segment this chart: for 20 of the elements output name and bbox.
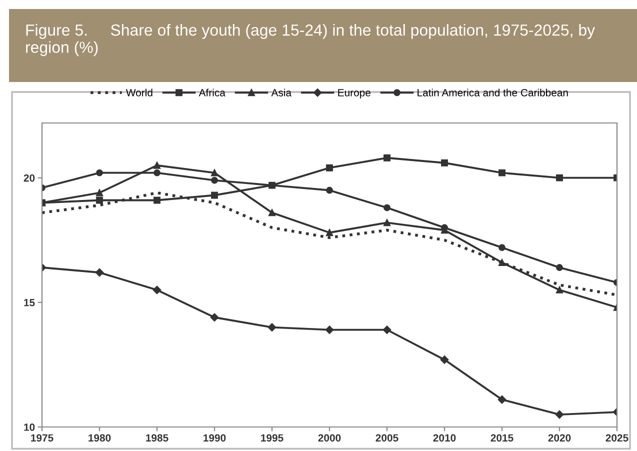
x-tick-label: 2015: [490, 434, 514, 442]
x-tick-label: 1980: [88, 434, 111, 442]
legend-label: Africa: [198, 88, 226, 96]
y-tick-label: 15: [24, 299, 35, 306]
x-tick-label: 1990: [204, 434, 226, 442]
x-tick-label: 2010: [433, 434, 456, 442]
legend-label: Asia: [271, 88, 292, 96]
x-tick-label: 1985: [146, 434, 168, 442]
x-tick-label: 2025: [606, 434, 628, 442]
x-tick-label: 1995: [261, 434, 284, 442]
y-tick-label: 10: [24, 424, 35, 431]
y-tick-label: 20: [24, 174, 35, 182]
chart-title: Figure 5. Share of the youth (age 15-24) in the total population, 1975-2025, by region (%): [26, 24, 596, 56]
legend-label: World: [126, 88, 152, 96]
legend-label: Latin America and the Caribbean: [418, 88, 568, 96]
legend-label: Europe: [338, 89, 370, 98]
x-tick-label: 2020: [548, 434, 571, 442]
x-tick-label: 2000: [318, 434, 341, 442]
x-tick-label: 1975: [31, 434, 54, 442]
x-tick-label: 2005: [376, 434, 398, 442]
